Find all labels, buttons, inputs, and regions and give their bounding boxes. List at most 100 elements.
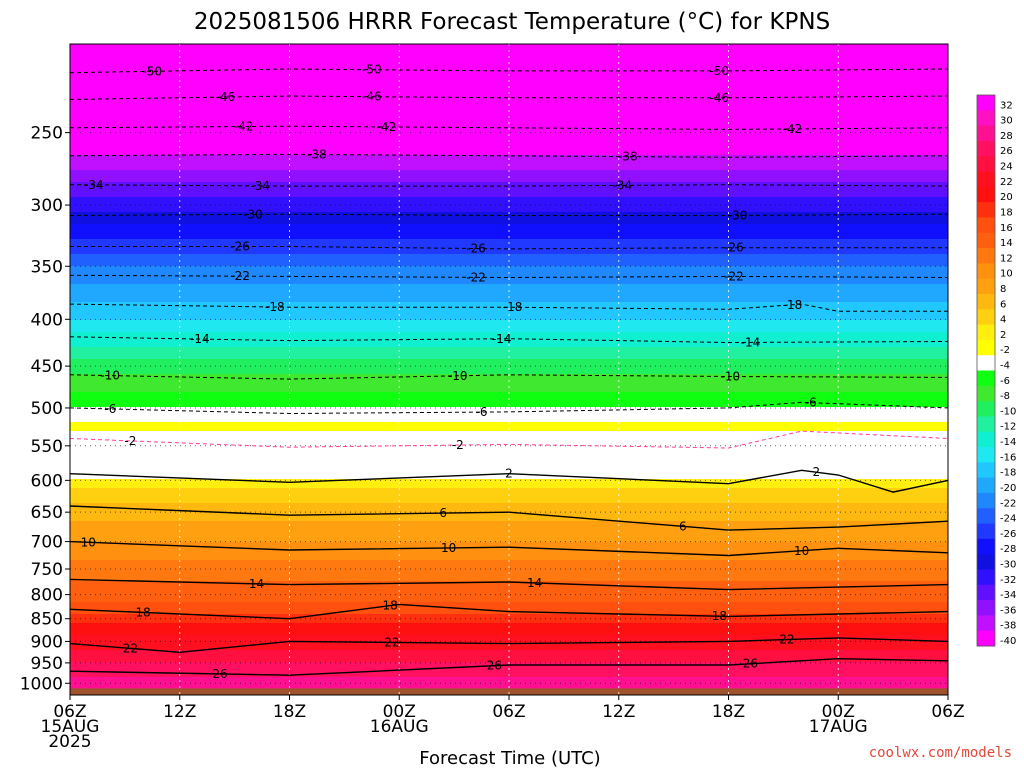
fill-band — [70, 203, 948, 207]
fill-band — [70, 521, 948, 525]
colorbar-label: -28 — [1000, 544, 1016, 555]
y-tick-label: 550 — [31, 437, 63, 457]
contour-label: -6 — [476, 405, 488, 419]
colorbar-label: 26 — [1000, 146, 1013, 157]
fill-band — [70, 569, 948, 573]
fill-band — [70, 65, 948, 69]
colorbar-swatch — [977, 370, 995, 387]
y-tick-label: 700 — [31, 533, 63, 553]
fill-band — [70, 371, 948, 375]
fill-band — [70, 245, 948, 249]
contour-label: -26 — [724, 241, 744, 255]
contour-label: 2 — [505, 467, 513, 481]
contour-label: 22 — [779, 633, 794, 647]
fill-band — [70, 611, 948, 615]
x-tick-label: 00Z — [822, 702, 855, 722]
fill-band — [70, 449, 948, 453]
contour-label: 2 — [812, 465, 820, 479]
fill-band — [70, 629, 948, 633]
fill-band — [70, 671, 948, 675]
fill-band — [70, 509, 948, 513]
fill-band — [70, 71, 948, 75]
x-tick-label: 18Z — [712, 702, 745, 722]
fill-band — [70, 185, 948, 189]
colorbar-label: 4 — [1000, 315, 1006, 326]
fill-band — [70, 653, 948, 657]
colorbar-swatch — [977, 217, 995, 234]
contour-label: -46 — [216, 90, 236, 104]
fill-band — [70, 251, 948, 255]
fill-band — [70, 137, 948, 141]
contour-label: 26 — [487, 659, 502, 673]
fill-band — [70, 683, 948, 687]
fill-band — [70, 257, 948, 261]
fill-band — [70, 149, 948, 153]
contour-label: 10 — [794, 544, 809, 558]
colorbar-label: -16 — [1000, 452, 1016, 463]
colorbar-label: -30 — [1000, 559, 1016, 570]
x-tick-label: 15AUG — [41, 717, 100, 737]
fill-band — [70, 437, 948, 441]
fill-band — [70, 407, 948, 411]
colorbar-label: 32 — [1000, 100, 1013, 111]
colorbar-swatch — [977, 401, 995, 417]
fill-band — [70, 221, 948, 225]
colorbar-swatch — [977, 278, 995, 295]
fill-band — [70, 167, 948, 171]
fill-band — [70, 635, 948, 639]
colorbar-swatch — [977, 447, 995, 463]
fill-band — [70, 239, 948, 243]
colorbar-label: -36 — [1000, 605, 1016, 616]
contour-line — [69, 505, 949, 531]
fill-band — [70, 197, 948, 201]
fill-band — [70, 107, 948, 111]
colorbar-swatch — [977, 156, 995, 173]
colorbar-swatch — [977, 232, 995, 249]
contour-line — [69, 540, 949, 557]
contour-label: -42 — [377, 120, 397, 134]
fill-band — [70, 329, 948, 333]
fill-band — [70, 335, 948, 339]
contour-label: -10 — [100, 369, 120, 383]
colorbar-label: 20 — [1000, 192, 1013, 203]
colorbar-label: 24 — [1000, 162, 1013, 173]
fill-band — [70, 233, 948, 237]
fill-band — [70, 551, 948, 555]
chart-title: 2025081506 HRRR Forecast Temperature (°C… — [194, 9, 830, 35]
contour-label: -34 — [613, 178, 633, 192]
colorbar-swatch — [977, 248, 995, 264]
fill-band — [70, 305, 948, 309]
fill-band — [70, 533, 948, 537]
contour-line — [69, 374, 949, 380]
contour-label: 22 — [123, 641, 138, 655]
fill-band — [70, 269, 948, 273]
fill-band — [70, 641, 948, 645]
contour-line — [69, 578, 949, 591]
fill-band — [70, 563, 948, 567]
fill-band — [70, 413, 948, 417]
contour-label: -50 — [710, 64, 730, 78]
fill-band — [70, 389, 948, 393]
fill-band — [70, 317, 948, 321]
y-tick-label: 950 — [31, 654, 63, 674]
contour-label: -42 — [783, 122, 803, 136]
fill-band — [70, 131, 948, 135]
colorbar-label: -38 — [1000, 621, 1016, 632]
contour-label: -22 — [466, 270, 486, 284]
colorbar-label: 28 — [1000, 131, 1013, 142]
colorbar-swatch — [977, 355, 995, 371]
contour-label: -46 — [362, 90, 382, 104]
contour-label: -18 — [503, 300, 523, 314]
contour-line — [69, 303, 948, 312]
contour-line — [69, 336, 949, 344]
colorbar-swatch — [977, 263, 995, 280]
colorbar-label: 12 — [1000, 253, 1013, 264]
colorbar-swatch — [977, 339, 995, 356]
fill-band — [70, 593, 948, 597]
fill-band — [70, 281, 948, 285]
contour-label: -38 — [618, 150, 638, 164]
y-tick-label: 850 — [31, 610, 63, 630]
contour-line — [69, 657, 949, 676]
contour-label: -30 — [243, 207, 263, 221]
colorbar-label: 2 — [1000, 330, 1006, 341]
